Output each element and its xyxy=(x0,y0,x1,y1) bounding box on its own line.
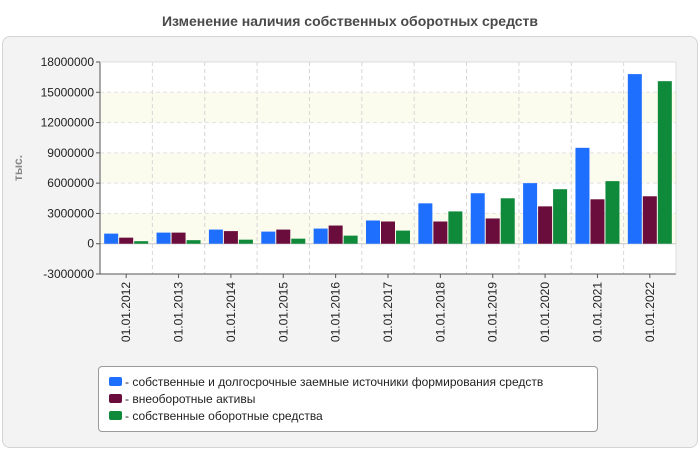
bar-1-01.01.2021 xyxy=(575,147,590,244)
bar-2-01.01.2016 xyxy=(328,225,343,244)
bar-chart: -3000000 0 3000000 6000000 9000000 12000000 15… xyxy=(11,55,677,342)
bar-1-01.01.2012 xyxy=(104,233,119,244)
bar-3-01.01.2014 xyxy=(238,239,253,244)
legend-item-working-capital: - собственные оборотные средства xyxy=(109,407,597,424)
bar-1-01.01.2017 xyxy=(366,220,380,244)
bar-2-01.01.2020 xyxy=(538,206,553,244)
x-tick-label: 01.01.2018 xyxy=(433,282,447,342)
legend-label-sources: - собственные и долгосрочные заемные ист… xyxy=(125,374,544,389)
y-axis-label: тыс. xyxy=(11,155,25,181)
x-tick-label: 01.01.2022 xyxy=(643,282,657,342)
legend-item-sources: - собственные и долгосрочные заемные ист… xyxy=(109,373,597,390)
bar-3-01.01.2013 xyxy=(186,240,201,244)
bar-1-01.01.2016 xyxy=(313,228,328,244)
bar-3-01.01.2019 xyxy=(500,198,515,244)
bar-2-01.01.2021 xyxy=(590,199,605,244)
bar-1-01.01.2018 xyxy=(418,203,433,244)
legend-swatch-sources xyxy=(109,377,122,386)
y-tick-label: 12000000 xyxy=(41,116,95,130)
bar-1-01.01.2014 xyxy=(208,229,223,244)
x-tick-label: 01.01.2015 xyxy=(276,282,290,342)
x-tick-label: 01.01.2012 xyxy=(119,282,133,342)
legend-swatch-working-capital xyxy=(109,411,122,420)
x-tick-label: 01.01.2014 xyxy=(224,282,238,342)
bar-1-01.01.2019 xyxy=(470,193,485,244)
bar-2-01.01.2014 xyxy=(223,231,238,244)
plot-band xyxy=(100,92,676,123)
legend-label-noncurrent-assets: - внеоборотные активы xyxy=(125,391,256,406)
x-tick-label: 01.01.2013 xyxy=(172,282,186,342)
legend-item-noncurrent-assets: - внеоборотные активы xyxy=(109,390,597,407)
bar-3-01.01.2018 xyxy=(448,211,463,244)
y-tick-label: 18000000 xyxy=(41,55,95,69)
bar-2-01.01.2019 xyxy=(485,218,500,244)
legend-swatch-noncurrent-assets xyxy=(109,394,122,403)
bar-1-01.01.2022 xyxy=(627,74,642,244)
bar-3-01.01.2015 xyxy=(291,238,306,244)
bar-3-01.01.2017 xyxy=(396,230,410,244)
chart-title: Изменение наличия собственных оборотных … xyxy=(161,13,539,29)
x-tick-label: 01.01.2020 xyxy=(538,282,552,342)
bar-2-01.01.2022 xyxy=(642,196,657,244)
bar-2-01.01.2013 xyxy=(171,232,186,244)
bar-2-01.01.2015 xyxy=(276,229,291,244)
bar-3-01.01.2016 xyxy=(343,235,358,244)
y-tick-label: 0 xyxy=(87,237,94,251)
x-tick-label: 01.01.2017 xyxy=(381,282,395,342)
bar-3-01.01.2022 xyxy=(657,81,672,244)
y-tick-label: -3000000 xyxy=(43,267,94,281)
chart-legend: - собственные и долгосрочные заемные ист… xyxy=(98,366,598,432)
x-tick-label: 01.01.2021 xyxy=(590,282,604,342)
y-tick-label: 9000000 xyxy=(47,146,94,160)
bar-1-01.01.2020 xyxy=(523,183,538,244)
plot-band xyxy=(100,152,676,184)
bar-1-01.01.2013 xyxy=(156,232,171,244)
bar-1-01.01.2015 xyxy=(261,231,276,244)
bar-2-01.01.2017 xyxy=(381,221,395,244)
y-tick-label: 3000000 xyxy=(47,206,94,220)
bar-3-01.01.2012 xyxy=(134,241,149,244)
bar-3-01.01.2020 xyxy=(553,189,568,244)
bar-3-01.01.2021 xyxy=(605,181,620,244)
y-tick-label: 15000000 xyxy=(41,85,95,99)
bar-2-01.01.2018 xyxy=(433,221,448,244)
x-tick-label: 01.01.2016 xyxy=(329,282,343,342)
bar-2-01.01.2012 xyxy=(119,237,134,244)
legend-label-working-capital: - собственные оборотные средства xyxy=(125,408,323,423)
y-tick-label: 6000000 xyxy=(47,176,94,190)
x-tick-label: 01.01.2019 xyxy=(486,282,500,342)
